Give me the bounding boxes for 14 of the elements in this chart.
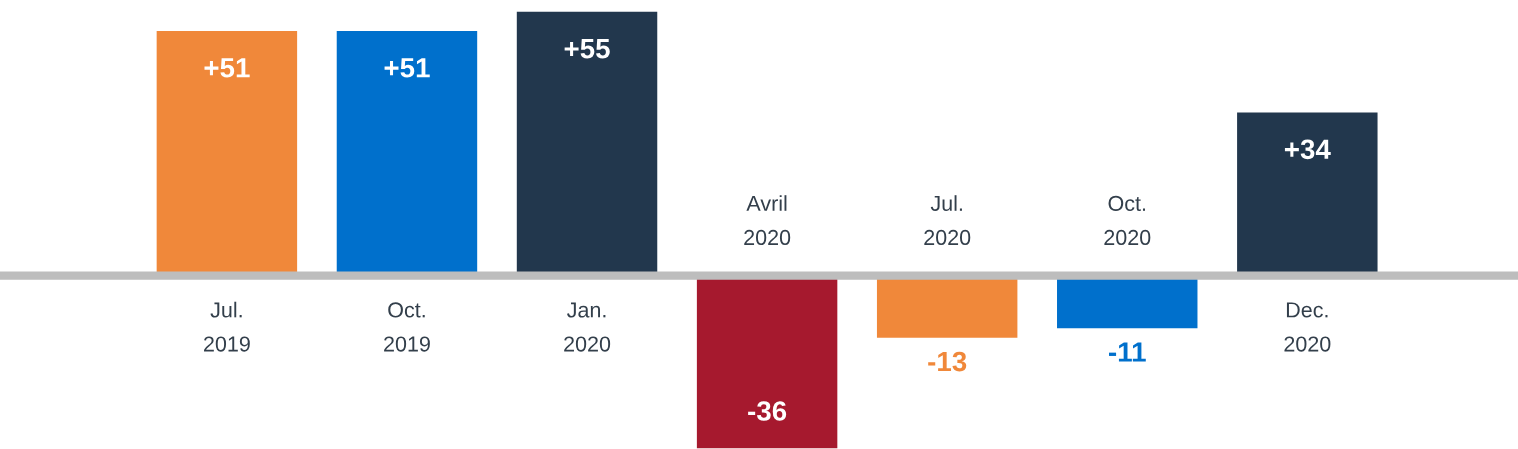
data-label: +51: [204, 58, 250, 78]
data-label: -11: [1109, 342, 1146, 362]
x-tick-label: Avril 2020: [744, 195, 791, 246]
data-label: +55: [564, 39, 610, 59]
data-label: -36: [748, 401, 787, 421]
data-label: +34: [1284, 139, 1331, 160]
x-tick-label: Jan. 2020: [564, 302, 611, 352]
x-tick-label: Oct. 2020: [1104, 195, 1151, 246]
x-tick-label: Dec. 2020: [1284, 302, 1331, 352]
data-label: +51: [384, 58, 430, 78]
data-label: -13: [928, 351, 967, 372]
x-tick-label: Jul. 2020: [924, 195, 971, 246]
x-tick-label: Oct. 2019: [384, 302, 430, 352]
x-tick-label: Jul. 2019: [204, 301, 250, 352]
